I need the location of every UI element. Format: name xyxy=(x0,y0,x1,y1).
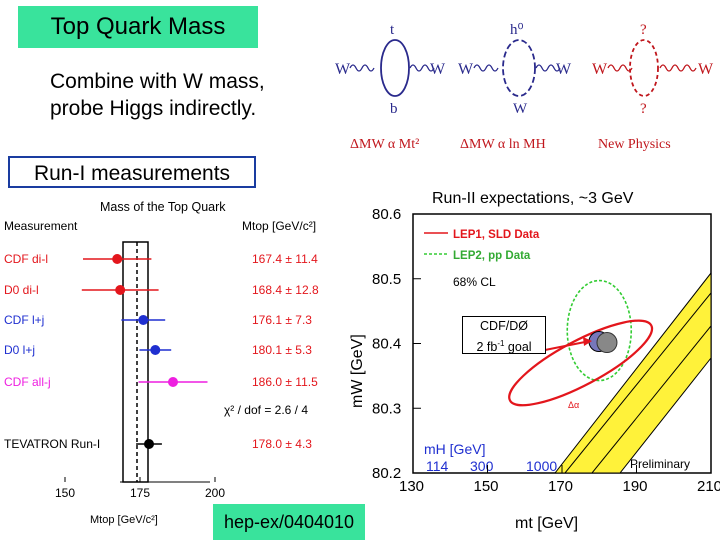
goal-point-inner xyxy=(596,332,618,354)
higgs-value-300: 300 xyxy=(470,458,494,474)
goal-box: CDF/DØ 2 fb-1 goal xyxy=(462,316,546,354)
diagram3-left: W xyxy=(592,61,608,78)
x-tick-label: 170 xyxy=(548,478,573,495)
alpha-label: Δα xyxy=(568,400,579,410)
x-tick-label: 200 xyxy=(205,486,225,500)
higgs-line-2 xyxy=(591,325,711,473)
formula-1: ΔMW α Mt² xyxy=(350,137,419,152)
left-chart-header-left: Measurement xyxy=(4,219,78,233)
higgs-band xyxy=(554,272,711,473)
goal-line-1: CDF/DØ xyxy=(480,319,528,333)
diagram2-top: h⁰ xyxy=(510,22,524,38)
diagram1-right: W xyxy=(430,61,446,78)
reference-label: hep-ex/0404010 xyxy=(213,504,365,540)
legend-3: 68% CL xyxy=(453,275,496,289)
x-tick-label: 150 xyxy=(55,486,75,500)
run1-label: Run-I measurements xyxy=(8,156,256,188)
measurement-point xyxy=(144,439,154,449)
measurement-value: 186.0 ± 11.5 xyxy=(252,375,318,389)
lep1-ellipse xyxy=(508,319,654,407)
measurement-label: CDF l+j xyxy=(4,313,44,327)
run2-label: Run-II expectations, ~3 GeV xyxy=(432,190,634,207)
formula-3: New Physics xyxy=(598,137,671,152)
left-x-label: Mtop [GeV/c²] xyxy=(90,514,158,526)
x-tick-label: 130 xyxy=(399,478,424,495)
goal-arrow-head xyxy=(583,337,592,346)
y-tick-label: 80.2 xyxy=(372,465,401,482)
left-chart-title: Mass of the Top Quark xyxy=(100,200,226,214)
diagram1-left: W xyxy=(335,61,351,78)
diagram-top-loop: t W W b ΔMW α Mt² xyxy=(335,22,446,152)
diagram-higgs-loop: h⁰ W W W ΔMW α ln MH xyxy=(458,22,572,152)
diagram1-top: t xyxy=(390,22,395,38)
measurement-value: 168.4 ± 12.8 xyxy=(252,283,319,297)
watermark: Preliminary xyxy=(630,457,690,471)
x-tick-label: 175 xyxy=(130,486,150,500)
diagram2-bottom: W xyxy=(513,101,528,117)
right-x-label: mt [GeV] xyxy=(515,515,578,532)
y-tick-label: 80.4 xyxy=(372,336,401,353)
measurement-value: 167.4 ± 11.4 xyxy=(252,252,318,266)
higgs-title: mH [GeV] xyxy=(424,441,485,457)
chi2-label: χ² / dof = 2.6 / 4 xyxy=(224,403,308,417)
measurement-label: CDF all-j xyxy=(4,375,51,389)
measurement-value: 178.0 ± 4.3 xyxy=(252,437,312,451)
x-tick-label: 150 xyxy=(474,478,499,495)
diagram2-right: W xyxy=(556,61,572,78)
x-tick-label: 210 xyxy=(697,478,720,495)
y-tick-label: 80.5 xyxy=(372,271,401,288)
mw-mt-chart: LEP1, SLD Data LEP2, pp Data 68% CL Δα m… xyxy=(349,206,720,532)
goal-line-2: 2 fb-1 goal xyxy=(476,339,532,355)
page-title: Top Quark Mass xyxy=(18,6,258,48)
lep2-ellipse xyxy=(566,279,633,382)
diagram3-right: W xyxy=(698,61,714,78)
note-text: Combine with W mass, probe Higgs indirec… xyxy=(50,68,265,122)
measurement-point xyxy=(150,345,161,355)
diagram-new-physics: ? W W ? New Physics xyxy=(592,22,714,152)
measurement-label: CDF di-l xyxy=(4,252,48,266)
measurement-point xyxy=(168,377,178,387)
higgs-value-1000: 1000 xyxy=(526,458,557,474)
legend-1: LEP1, SLD Data xyxy=(453,229,540,241)
legend-2: LEP2, pp Data xyxy=(453,250,531,262)
feynman-diagrams: t W W b ΔMW α Mt² h⁰ W W W ΔMW α ln MH ?… xyxy=(335,22,714,152)
diagram3-bottom: ? xyxy=(640,101,647,117)
higgs-line-1 xyxy=(564,292,711,473)
diagram2-left: W xyxy=(458,61,474,78)
measurement-label: D0 l+j xyxy=(4,343,35,357)
combined-band xyxy=(122,241,149,483)
formula-2: ΔMW α ln MH xyxy=(460,137,546,152)
note-line-1: Combine with W mass, xyxy=(50,70,265,93)
measurement-point xyxy=(115,285,126,295)
x-tick-label: 190 xyxy=(623,478,648,495)
measurement-value: 180.1 ± 5.3 xyxy=(252,343,312,357)
note-line-2: probe Higgs indirectly. xyxy=(50,97,257,120)
left-chart-header-right: Mtop [GeV/c²] xyxy=(242,219,316,233)
right-y-label: mW [GeV] xyxy=(349,334,366,408)
y-tick-label: 80.6 xyxy=(372,206,401,223)
measurement-label: TEVATRON Run-I xyxy=(4,437,100,451)
measurement-value: 176.1 ± 7.3 xyxy=(252,313,312,327)
diagram3-top: ? xyxy=(640,22,647,38)
measurement-label: D0 di-l xyxy=(4,283,39,297)
measurement-point xyxy=(112,254,123,264)
higgs-value-114: 114 xyxy=(426,458,449,474)
top-mass-chart: Mass of the Top Quark Measurement Mtop [… xyxy=(4,200,319,526)
y-tick-label: 80.3 xyxy=(372,400,401,417)
diagram1-bottom: b xyxy=(390,101,398,117)
measurement-point xyxy=(138,315,149,325)
